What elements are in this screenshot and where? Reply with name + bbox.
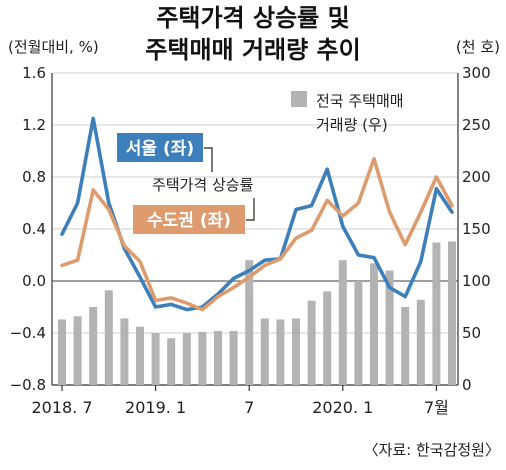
right-tick-label: 200: [462, 168, 491, 186]
volume-bar: [89, 307, 98, 385]
volume-bar: [120, 318, 129, 385]
left-tick-label: 1.2: [22, 116, 46, 134]
volume-bar: [229, 330, 238, 385]
seoul-label-box: [117, 133, 203, 162]
volume-bar: [448, 241, 456, 385]
volume-bar: [338, 260, 347, 385]
left-tick-label: 0.4: [22, 220, 46, 238]
volume-bar: [73, 316, 82, 385]
volume-bar: [416, 299, 425, 385]
left-tick-label: −0.8: [10, 376, 46, 394]
left-tick-label: 1.6: [22, 64, 46, 82]
seoul-label: 서울 (좌): [126, 139, 194, 159]
volume-bar: [401, 307, 410, 385]
volume-bar: [432, 242, 441, 385]
volume-bar: [182, 333, 191, 385]
right-tick-label: 250: [462, 116, 491, 134]
volume-bar: [385, 270, 394, 385]
bar-legend-label-line-2: 거래량 (우): [316, 116, 388, 134]
volume-bar: [151, 333, 160, 385]
left-tick-label: −0.4: [10, 324, 46, 342]
volume-bar: [245, 260, 254, 385]
volume-bars: [58, 241, 456, 385]
x-tick-label: 2019. 1: [125, 398, 186, 417]
chart-title-line-2: 주택매매 거래량 추이: [145, 36, 360, 64]
volume-bar: [276, 319, 285, 385]
sudogwon-label: 수도권 (좌): [147, 211, 231, 231]
right-tick-label: 50: [462, 324, 481, 342]
x-tick-label: 7월: [424, 398, 449, 417]
axis-ticks: 1.6 300 1.2 250 0.8 200 0.4 150 0.0 100 −0.4 50 −0.8…: [10, 64, 491, 417]
volume-bar: [58, 319, 66, 385]
volume-bar: [198, 331, 207, 385]
right-tick-label: 150: [462, 220, 491, 238]
volume-bar: [260, 318, 269, 385]
volume-bar: [214, 330, 222, 385]
x-tick-label: 7: [244, 398, 254, 417]
volume-bar: [167, 338, 176, 385]
x-tick-label: 2018. 7: [31, 398, 92, 417]
chart-title-line-1: 주택가격 상승률 및: [156, 4, 349, 32]
left-tick-label: 0.8: [22, 168, 46, 186]
right-axis-unit: (천 호): [456, 38, 500, 56]
volume-bar: [354, 281, 363, 385]
source-note: 〈자료: 한국감정원〉: [364, 441, 500, 459]
right-tick-label: 100: [462, 272, 491, 290]
volume-bar: [104, 290, 113, 385]
volume-bar: [307, 300, 316, 385]
volume-bar: [323, 291, 332, 385]
sudogwon-line: [60, 157, 454, 312]
sudogwon-label-leader: [246, 198, 255, 221]
right-tick-label: 0: [462, 376, 472, 394]
seoul-line: [60, 116, 454, 312]
left-tick-label: 0.0: [22, 272, 46, 290]
sudogwon-label-box: [133, 205, 245, 234]
volume-bar: [136, 326, 144, 385]
price-lines: [60, 116, 454, 312]
left-axis-unit: (전월대비, %): [8, 38, 99, 56]
bar-legend-label-line-1: 전국 주택매매: [316, 92, 404, 110]
bar-legend-swatch: [291, 91, 307, 107]
x-tick-label: 2020. 1: [312, 398, 373, 417]
price-rate-label: 주택가격 상승률: [152, 176, 254, 194]
volume-bar: [292, 318, 300, 385]
seoul-label-leader: [204, 147, 213, 172]
volume-bar: [370, 263, 378, 385]
right-tick-label: 300: [462, 64, 491, 82]
